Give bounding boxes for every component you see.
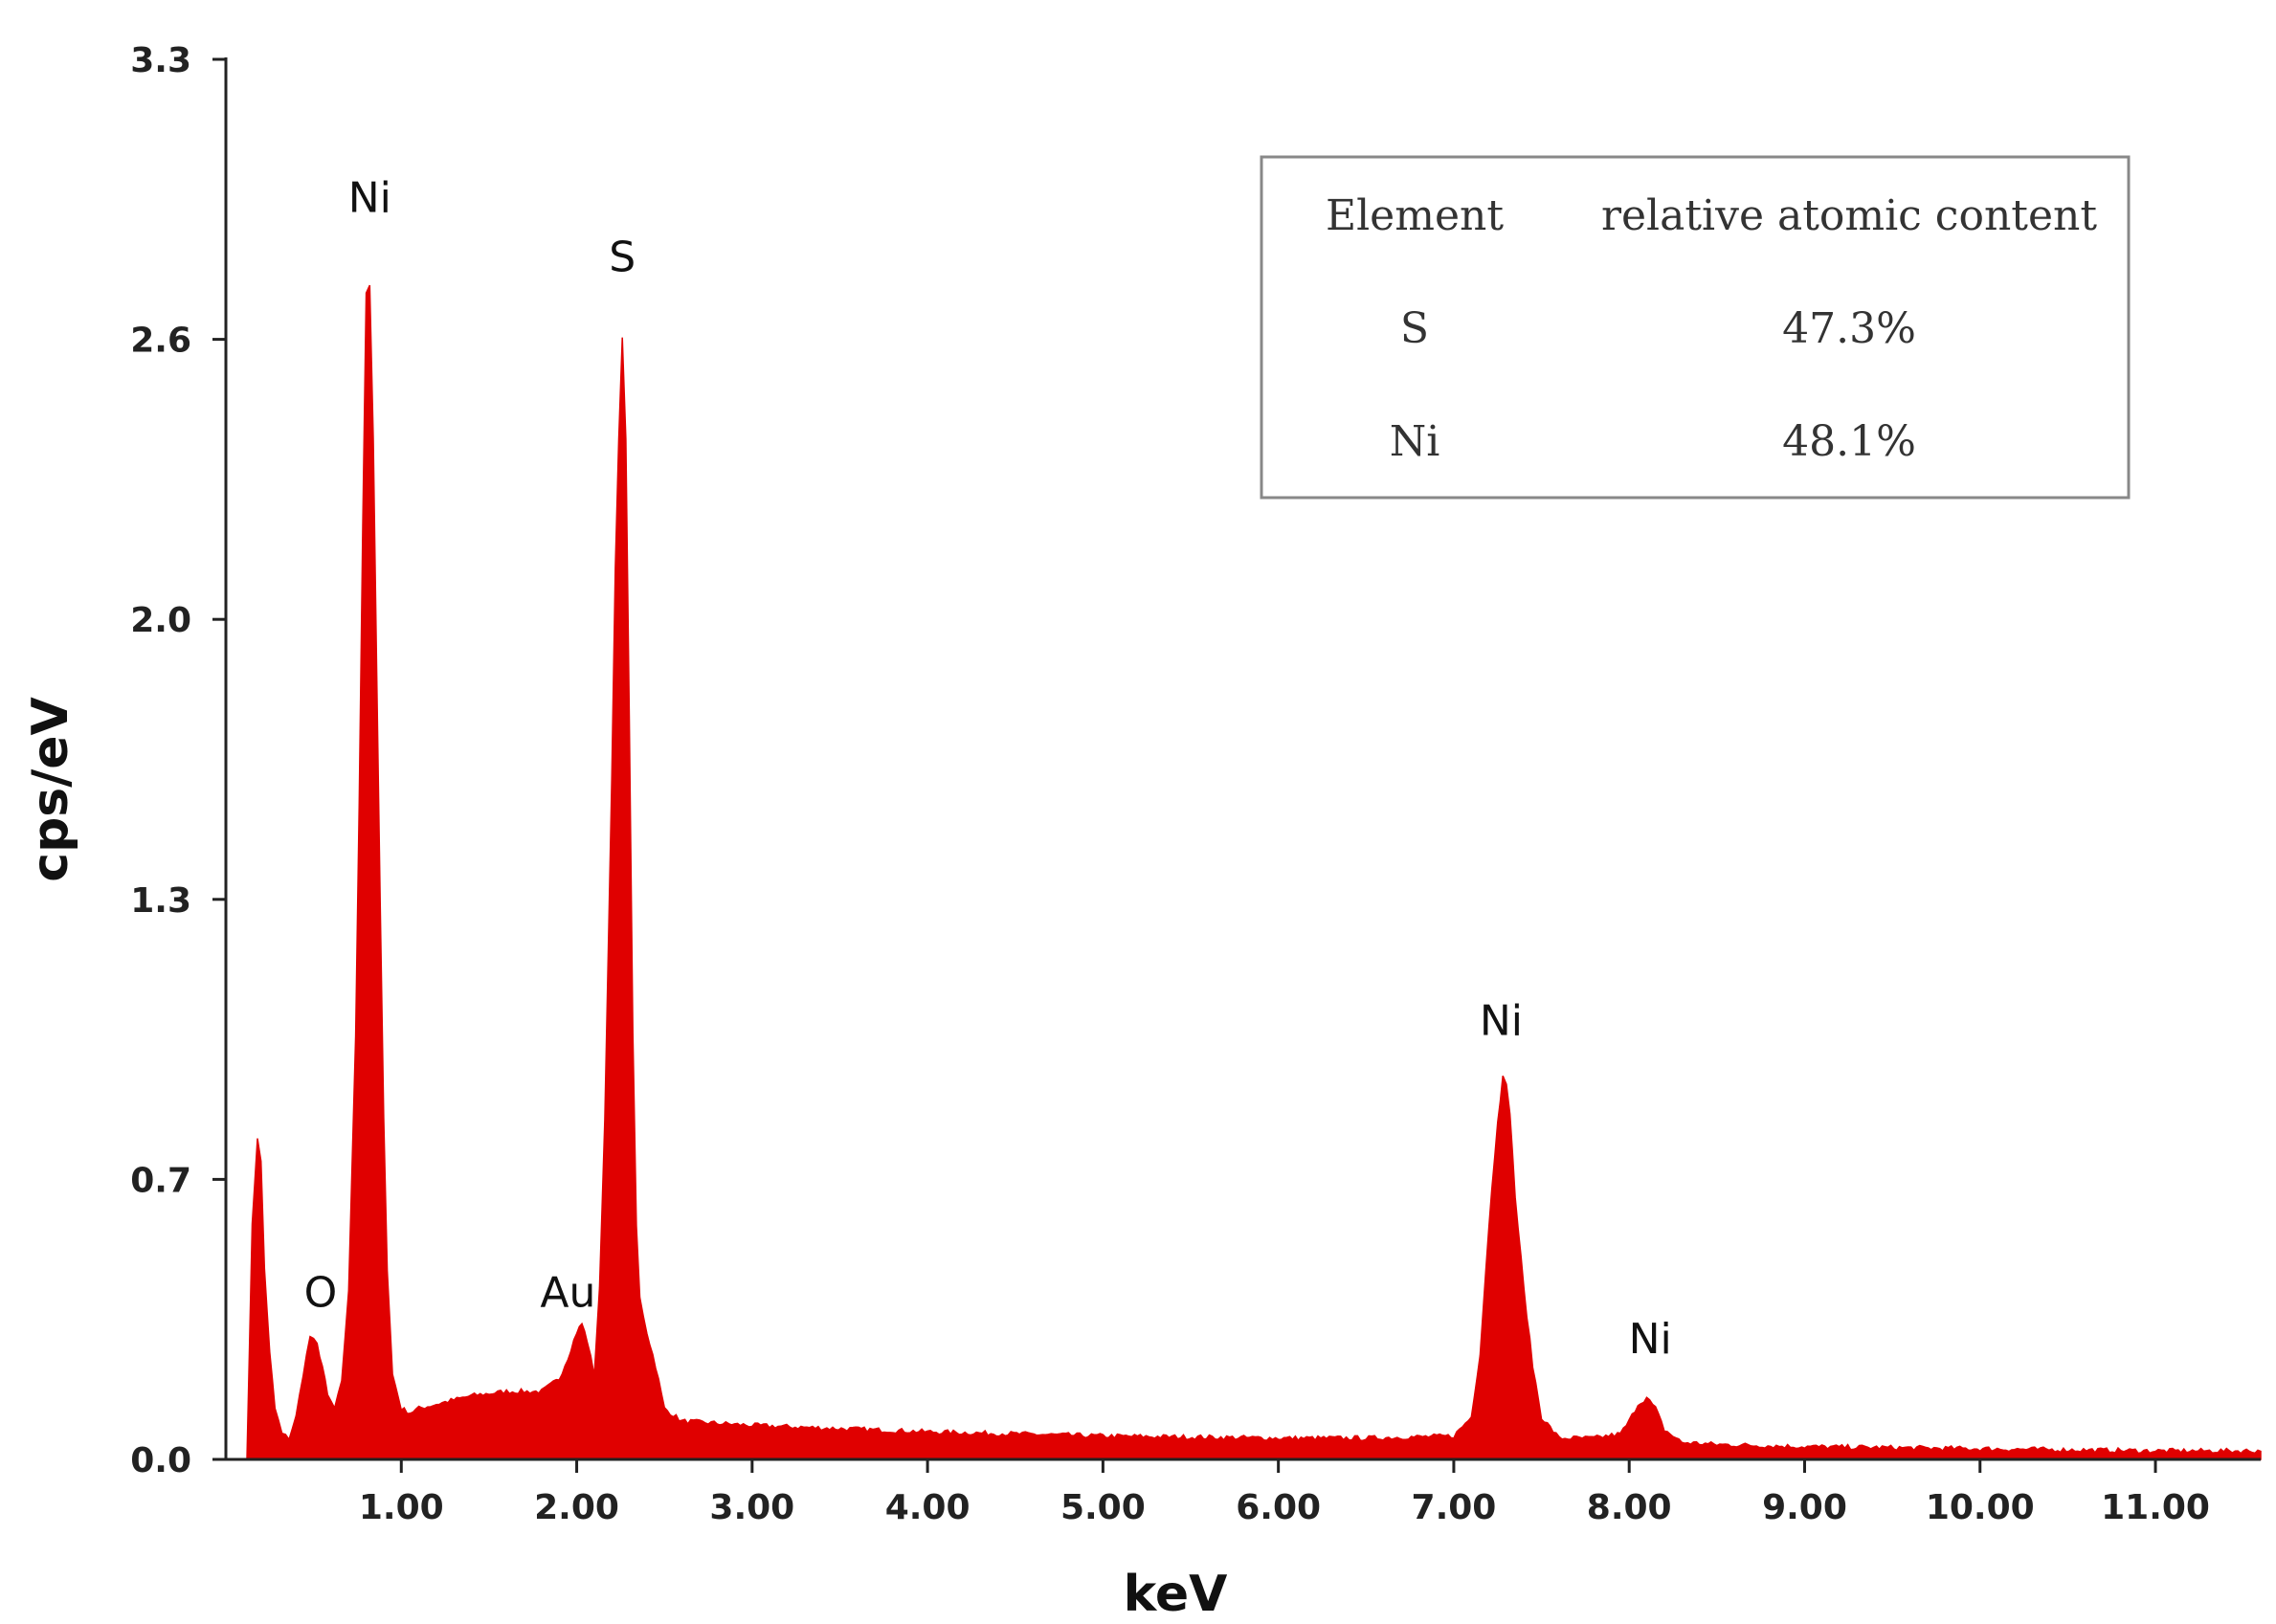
table-header-element: Element xyxy=(1326,191,1504,240)
peak-labels: Ni S O Au Ni Ni xyxy=(304,174,1672,1365)
table-row-s-element: S xyxy=(1400,304,1429,353)
table-row-ni-content: 48.1% xyxy=(1782,417,1916,466)
x-tick-label: 10.00 xyxy=(1926,1488,2035,1527)
peak-label-o: O xyxy=(304,1268,338,1317)
plot-area xyxy=(224,57,2262,1461)
y-tick-label: 2.6 xyxy=(130,322,191,361)
peak-label-ni: Ni xyxy=(1629,1315,1672,1364)
y-tick-label: 0.7 xyxy=(130,1161,191,1200)
x-axis-ticks: 1.00 2.00 3.00 4.00 5.00 6.00 7.00 8.00 9.00 10.0… xyxy=(359,1459,2210,1527)
y-tick-label: 1.3 xyxy=(130,881,191,921)
spectrum-area xyxy=(246,284,2262,1460)
peak-label-ni: Ni xyxy=(1480,997,1523,1046)
x-tick-label: 4.00 xyxy=(885,1488,971,1527)
y-tick-label: 0.0 xyxy=(130,1441,191,1480)
x-axis-label: keV xyxy=(1124,1566,1228,1623)
x-tick-label: 9.00 xyxy=(1762,1488,1847,1527)
y-axis-ticks: 0.0 0.7 1.3 2.0 2.6 3.3 xyxy=(130,41,226,1480)
table-row-s-content: 47.3% xyxy=(1782,304,1916,353)
x-tick-label: 11.00 xyxy=(2101,1488,2210,1527)
table-header-content: relative atomic content xyxy=(1601,191,2097,240)
y-axis-label: cps/eV xyxy=(22,697,79,882)
x-tick-label: 7.00 xyxy=(1412,1488,1497,1527)
x-tick-label: 6.00 xyxy=(1236,1488,1321,1527)
table-row-ni-element: Ni xyxy=(1390,417,1440,466)
y-tick-label: 2.0 xyxy=(130,601,191,640)
peak-label-ni: Ni xyxy=(348,174,391,223)
x-tick-label: 2.00 xyxy=(534,1488,619,1527)
peak-label-s: S xyxy=(609,234,636,282)
x-tick-label: 1.00 xyxy=(359,1488,444,1527)
x-tick-label: 5.00 xyxy=(1060,1488,1146,1527)
y-tick-label: 3.3 xyxy=(130,41,191,80)
peak-label-au: Au xyxy=(540,1268,595,1317)
table-frame xyxy=(1260,155,2131,500)
x-tick-label: 3.00 xyxy=(709,1488,794,1527)
x-tick-label: 8.00 xyxy=(1587,1488,1672,1527)
composition-table: Element relative atomic content S 47.3% … xyxy=(1260,155,2131,500)
